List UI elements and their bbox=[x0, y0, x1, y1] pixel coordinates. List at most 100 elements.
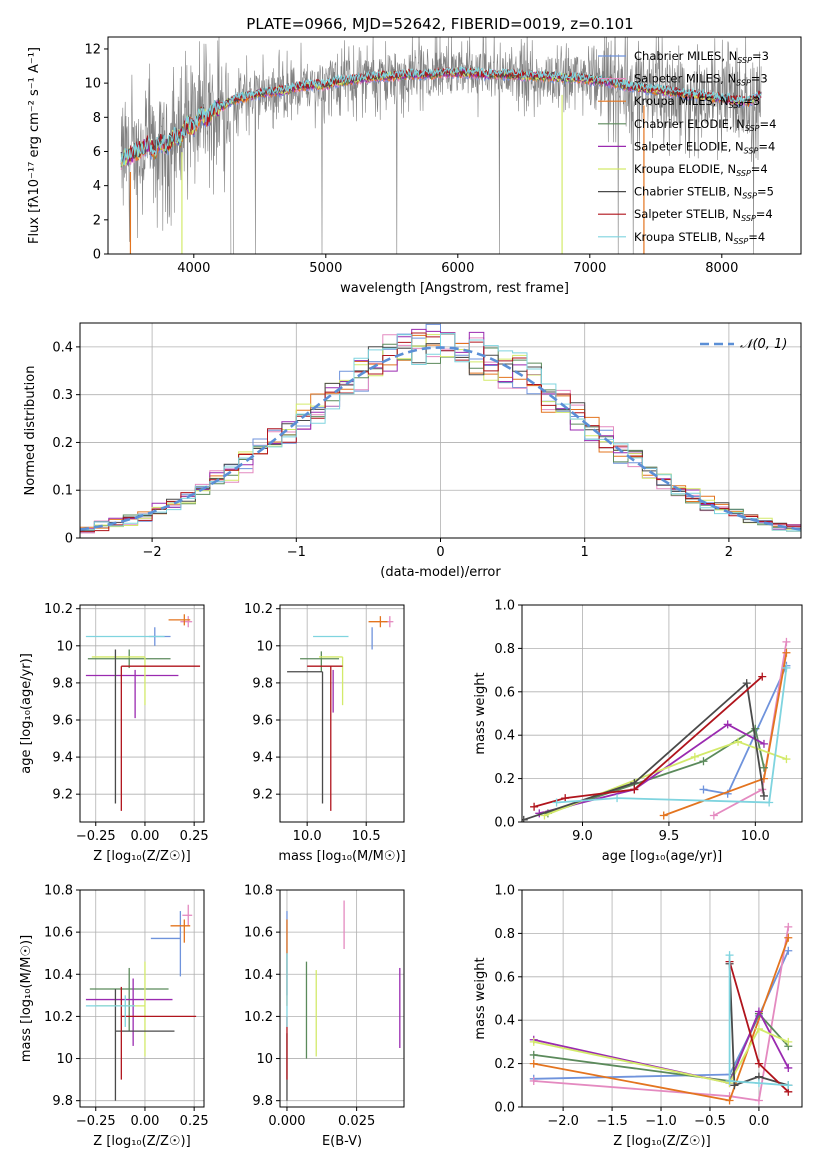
y-tick-label: 0.4 bbox=[494, 729, 515, 744]
y-tick-label: 9.8 bbox=[52, 1094, 73, 1109]
series-line bbox=[539, 723, 765, 815]
plus-marker bbox=[782, 663, 791, 672]
y-tick-label: 10.4 bbox=[44, 968, 73, 983]
errorbar-salpeter-miles bbox=[180, 616, 193, 628]
x-tick-label: 0.00 bbox=[130, 829, 159, 844]
x-tick-label: 7000 bbox=[573, 261, 606, 276]
legend-entry: Kroupa ELODIE, NSSP=4 bbox=[634, 162, 768, 178]
plus-marker bbox=[784, 1063, 793, 1072]
y-tick-label: 10 bbox=[84, 77, 101, 92]
x-axis-label: E(B-V) bbox=[322, 1134, 362, 1149]
x-tick-label: 10.0 bbox=[741, 829, 770, 844]
plus-marker bbox=[782, 648, 791, 657]
series-line bbox=[533, 1027, 789, 1085]
weight-vs-Z-plot-area bbox=[529, 922, 793, 1105]
y-tick-label: 10.2 bbox=[244, 1010, 273, 1025]
y-tick-label: 8 bbox=[93, 111, 101, 126]
age-vs-mass-grid bbox=[280, 605, 404, 822]
x-tick-label: −0.25 bbox=[76, 1114, 116, 1129]
x-tick-label: 0.25 bbox=[180, 829, 209, 844]
axes-frame bbox=[79, 604, 205, 823]
x-tick-label: 1 bbox=[581, 545, 589, 560]
age-vs-Z-plot-area bbox=[85, 614, 201, 811]
y-tick-label: 9.2 bbox=[52, 788, 73, 803]
plus-marker bbox=[659, 811, 668, 820]
errorbar-salpeter-elodie bbox=[85, 978, 173, 1046]
plus-marker bbox=[754, 1007, 763, 1016]
axes-frame bbox=[79, 889, 205, 1108]
mass-vs-Z-grid bbox=[80, 889, 204, 1107]
plus-marker bbox=[630, 785, 639, 794]
plus-marker bbox=[759, 763, 768, 772]
series-salpeter-stelib bbox=[530, 672, 767, 811]
histogram-chabrier-elodie bbox=[80, 343, 801, 532]
x-tick-label: 0.00 bbox=[130, 1114, 159, 1129]
x-tick-label: 2 bbox=[725, 545, 733, 560]
plus-marker bbox=[759, 791, 768, 800]
plus-marker bbox=[742, 679, 751, 688]
y-tick-label: 9.8 bbox=[252, 676, 273, 691]
y-tick-label: 0.0 bbox=[494, 816, 515, 831]
plus-marker bbox=[782, 755, 791, 764]
errorbar-salpeter-stelib bbox=[307, 665, 343, 811]
y-tick-label: 0.0 bbox=[494, 1101, 515, 1116]
series-line bbox=[728, 963, 789, 1087]
legend-entry: Salpeter STELIB, NSSP=4 bbox=[634, 207, 773, 223]
axes-frame bbox=[107, 36, 802, 255]
series-kroupa-miles bbox=[529, 933, 793, 1105]
errorbar-kroupa-miles bbox=[170, 919, 191, 943]
errorbar-kroupa-elodie bbox=[95, 961, 146, 1057]
plus-marker bbox=[699, 785, 708, 794]
x-axis-label: wavelength [Angstrom, rest frame] bbox=[340, 281, 569, 296]
y-tick-label: 0.3 bbox=[52, 388, 73, 403]
x-tick-label: 9.5 bbox=[659, 829, 680, 844]
series-line bbox=[533, 1009, 790, 1085]
x-tick-label: 10.5 bbox=[352, 829, 381, 844]
residuals-legend: 𝒩(0, 1) bbox=[700, 337, 787, 352]
mass-vs-ebv-grid bbox=[280, 889, 404, 1107]
y-tick-label: 0.4 bbox=[52, 340, 73, 355]
residuals-plot-area bbox=[80, 323, 801, 534]
plus-marker bbox=[530, 802, 539, 811]
panel-weight-vs-Z: −2.0 −1.5 −1.0 −0.5 0.0 0.0 0.2 0.4 0.6 0.8 1.0 Z [… bbox=[473, 884, 803, 1149]
series-line bbox=[728, 955, 789, 1087]
y-tick-label: 4 bbox=[93, 179, 101, 194]
series-line bbox=[544, 740, 787, 817]
y-tick-label: 1.0 bbox=[494, 599, 515, 614]
x-tick-label: −1.5 bbox=[596, 1114, 628, 1129]
errorbar-chabrier-miles bbox=[150, 911, 182, 977]
panel-age-vs-mass: 10.0 10.5 9.2 9.4 9.6 9.8 10 10.2 mass [log₁₀(M/… bbox=[244, 602, 406, 864]
y-tick-label: 9.8 bbox=[252, 1094, 273, 1109]
legend-entry: Salpeter ELODIE, NSSP=4 bbox=[634, 139, 775, 155]
y-tick-label: 9.4 bbox=[252, 751, 273, 766]
y-axis-label: age [log₁₀(age/yr)] bbox=[19, 653, 34, 774]
y-tick-label: 0.8 bbox=[494, 642, 515, 657]
plus-marker bbox=[784, 933, 793, 942]
weight-vs-Z-grid bbox=[522, 889, 802, 1108]
y-tick-label: 0.2 bbox=[494, 772, 515, 787]
errorbar-kroupa-miles bbox=[368, 616, 388, 628]
errorbar-salpeter-stelib bbox=[120, 986, 197, 1080]
x-tick-label: 10.0 bbox=[293, 829, 322, 844]
y-tick-label: 12 bbox=[84, 42, 101, 57]
panel-mass-vs-ebv: 0.000 0.025 9.8 10 10.2 10.4 10.6 10.8 E(B-V) bbox=[244, 884, 405, 1149]
axes-frame bbox=[521, 889, 803, 1108]
x-tick-label: 4000 bbox=[177, 261, 210, 276]
plus-marker bbox=[699, 757, 708, 766]
y-axis-label: mass [log₁₀(M/M☉)] bbox=[19, 935, 34, 1062]
y-tick-label: 0 bbox=[65, 532, 73, 547]
plus-marker bbox=[759, 739, 768, 748]
y-tick-label: 0.6 bbox=[494, 685, 515, 700]
plus-marker bbox=[784, 1081, 793, 1090]
x-tick-label: −2.0 bbox=[547, 1114, 579, 1129]
errorbar-chabrier-elodie bbox=[87, 649, 171, 669]
y-tick-label: 9.8 bbox=[52, 676, 73, 691]
y-tick-label: 0.1 bbox=[52, 484, 73, 499]
series-line bbox=[533, 675, 763, 808]
errorbar-salpeter-elodie bbox=[85, 669, 179, 719]
axes-frame bbox=[279, 889, 405, 1108]
errorbar-chabrier-stelib bbox=[114, 989, 175, 1101]
y-tick-label: 10.6 bbox=[44, 926, 73, 941]
errorbar-kroupa-miles bbox=[168, 614, 191, 626]
y-tick-label: 10.4 bbox=[244, 968, 273, 983]
